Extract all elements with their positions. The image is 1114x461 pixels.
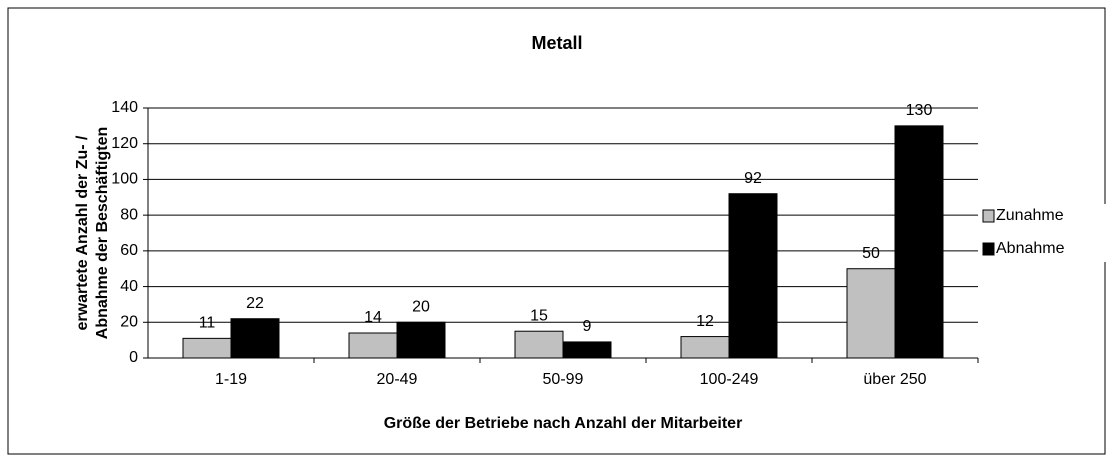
x-tick-label: 1-19 <box>215 371 247 388</box>
bar <box>894 125 944 359</box>
bar <box>348 332 398 359</box>
y-tick-label: 120 <box>111 135 138 152</box>
x-axis-label: Größe der Betriebe nach Anzahl der Mitar… <box>384 415 743 432</box>
legend <box>978 204 1108 262</box>
y-tick-label: 140 <box>111 99 138 116</box>
legend-label: Abnahme <box>996 240 1065 257</box>
legend-swatch <box>982 209 995 223</box>
y-tick-label: 60 <box>120 242 138 259</box>
data-label: 20 <box>412 299 430 316</box>
x-tick-label: über 250 <box>863 371 926 388</box>
bar <box>396 321 446 359</box>
y-tick-label: 40 <box>120 278 138 295</box>
bar <box>846 268 896 359</box>
data-label: 92 <box>744 170 762 187</box>
x-tick-label: 50-99 <box>543 371 584 388</box>
legend-swatch <box>982 242 995 256</box>
y-tick-label: 20 <box>120 314 138 331</box>
data-label: 11 <box>199 315 216 332</box>
chart-title: Metall <box>531 33 582 53</box>
bar <box>728 193 778 359</box>
y-tick-label: 0 <box>129 349 138 366</box>
data-label: 14 <box>364 309 382 326</box>
data-label: 15 <box>530 307 548 324</box>
bar <box>230 318 280 359</box>
bar <box>514 330 564 359</box>
bar <box>182 337 232 359</box>
legend-label: Zunahme <box>996 207 1064 224</box>
y-axis-label-line: erwartete Anzahl der Zu- / <box>74 135 91 331</box>
y-tick-label: 100 <box>111 171 138 188</box>
data-label: 9 <box>583 318 592 335</box>
x-tick-label: 20-49 <box>377 371 418 388</box>
bar <box>680 336 730 359</box>
data-label: 22 <box>246 295 264 312</box>
data-label: 12 <box>696 313 714 330</box>
y-axis-label: erwartete Anzahl der Zu- / Abnahme der B… <box>74 127 111 339</box>
data-label: 130 <box>906 102 933 119</box>
x-tick-label: 100-249 <box>700 371 759 388</box>
bar <box>562 341 612 359</box>
data-label: 50 <box>862 245 880 262</box>
y-axis-label-line: Abnahme der Beschäftigten <box>94 127 111 339</box>
y-tick-label: 80 <box>120 206 138 223</box>
